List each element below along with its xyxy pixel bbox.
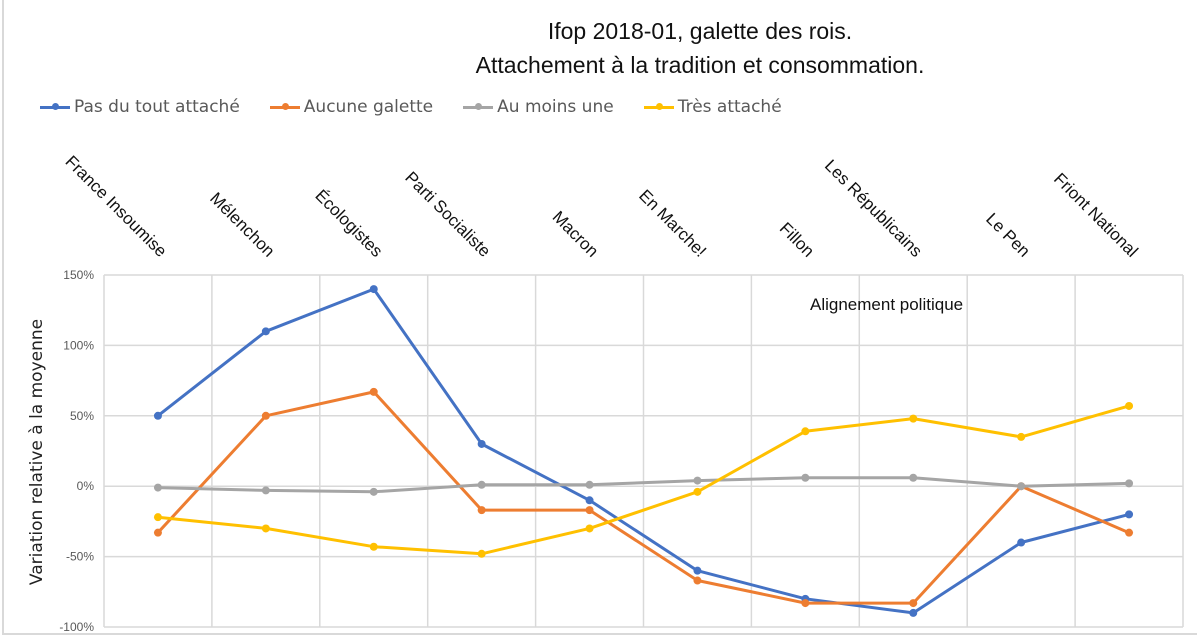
data-point <box>369 387 378 396</box>
data-point <box>585 496 594 505</box>
data-point <box>477 480 486 489</box>
annotation-alignement-politique: Alignement politique <box>810 295 964 314</box>
legend-swatch-icon <box>40 103 70 110</box>
data-point <box>1125 528 1134 537</box>
data-point <box>369 487 378 496</box>
data-point <box>261 524 270 533</box>
series-lines <box>156 287 1130 615</box>
series-line-1 <box>156 390 1130 605</box>
data-point <box>153 528 162 537</box>
legend-label: Au moins une <box>497 97 614 117</box>
data-point <box>1017 538 1026 547</box>
data-point <box>261 411 270 420</box>
x-tick-label: Fillon <box>776 219 818 261</box>
data-point <box>909 608 918 617</box>
data-point <box>477 549 486 558</box>
legend-swatch-icon <box>463 103 494 110</box>
y-tick-label: -50% <box>66 550 94 564</box>
data-point <box>369 285 378 294</box>
legend: Pas du tout attaché Aucune galette Au mo… <box>40 97 782 117</box>
data-point <box>153 513 162 522</box>
data-point <box>153 411 162 420</box>
y-axis-label: Variation relative à la moyenne <box>27 319 47 585</box>
data-point <box>801 427 810 436</box>
data-point <box>585 506 594 515</box>
data-point <box>801 473 810 482</box>
data-point <box>1017 482 1026 491</box>
data-point <box>477 506 486 515</box>
data-point <box>369 542 378 551</box>
y-tick-label: 0% <box>77 479 95 493</box>
x-tick-label: Mélenchon <box>206 189 278 261</box>
y-tick-labels: 150% 100% 50% 0% -50% -100% <box>59 268 94 634</box>
data-point <box>693 487 702 496</box>
data-point <box>1125 510 1134 519</box>
legend-swatch-icon <box>269 103 300 110</box>
legend-label: Aucune galette <box>303 97 434 117</box>
y-tick-label: 150% <box>63 268 94 282</box>
series-line-3 <box>157 404 1130 556</box>
chart-title-line-2: Attachement à la tradition et consommati… <box>475 52 925 78</box>
data-point <box>1125 479 1134 488</box>
data-point <box>477 439 486 448</box>
data-point <box>693 566 702 575</box>
y-tick-label: -100% <box>59 620 94 634</box>
legend-item-pas-du-tout-attache: Pas du tout attaché <box>40 97 240 117</box>
data-point <box>585 524 594 533</box>
data-point <box>1017 432 1026 441</box>
data-point <box>909 414 918 423</box>
data-point <box>909 473 918 482</box>
data-point <box>585 480 594 489</box>
legend-label: Très attaché <box>677 97 782 117</box>
data-point <box>693 576 702 585</box>
x-tick-labels: France Insoumise Mélenchon Écologistes Part… <box>62 152 1142 261</box>
legend-item-aucune-galette: Aucune galette <box>269 97 434 117</box>
x-tick-label: Écologistes <box>311 186 386 261</box>
x-tick-label: Macron <box>549 207 603 261</box>
series-line-0 <box>156 287 1130 615</box>
data-point <box>261 486 270 495</box>
legend-item-tres-attache: Très attaché <box>643 97 782 117</box>
data-point <box>909 599 918 608</box>
x-tick-label: France Insoumise <box>62 152 171 261</box>
data-point <box>1125 401 1134 410</box>
data-point <box>693 476 702 485</box>
legend-label: Pas du tout attaché <box>74 97 240 117</box>
y-tick-label: 100% <box>63 338 94 352</box>
gridlines <box>103 274 1184 628</box>
x-tick-label: Parti Socialiste <box>401 168 494 261</box>
x-tick-label: En Marche! <box>635 186 710 261</box>
data-point <box>261 327 270 336</box>
legend-item-au-moins-une: Au moins une <box>463 97 614 117</box>
y-tick-label: 50% <box>70 409 94 423</box>
chart-title-line-1: Ifop 2018-01, galette des rois. <box>547 18 853 44</box>
x-tick-label: Le Pen <box>982 209 1034 261</box>
x-tick-label: Les Républicains <box>821 156 926 261</box>
data-point <box>153 483 162 492</box>
series-line-2 <box>157 476 1130 494</box>
legend-swatch-icon <box>643 103 674 110</box>
series-points <box>153 285 1134 617</box>
x-tick-label: Friont National <box>1050 169 1142 261</box>
data-point <box>801 599 810 608</box>
